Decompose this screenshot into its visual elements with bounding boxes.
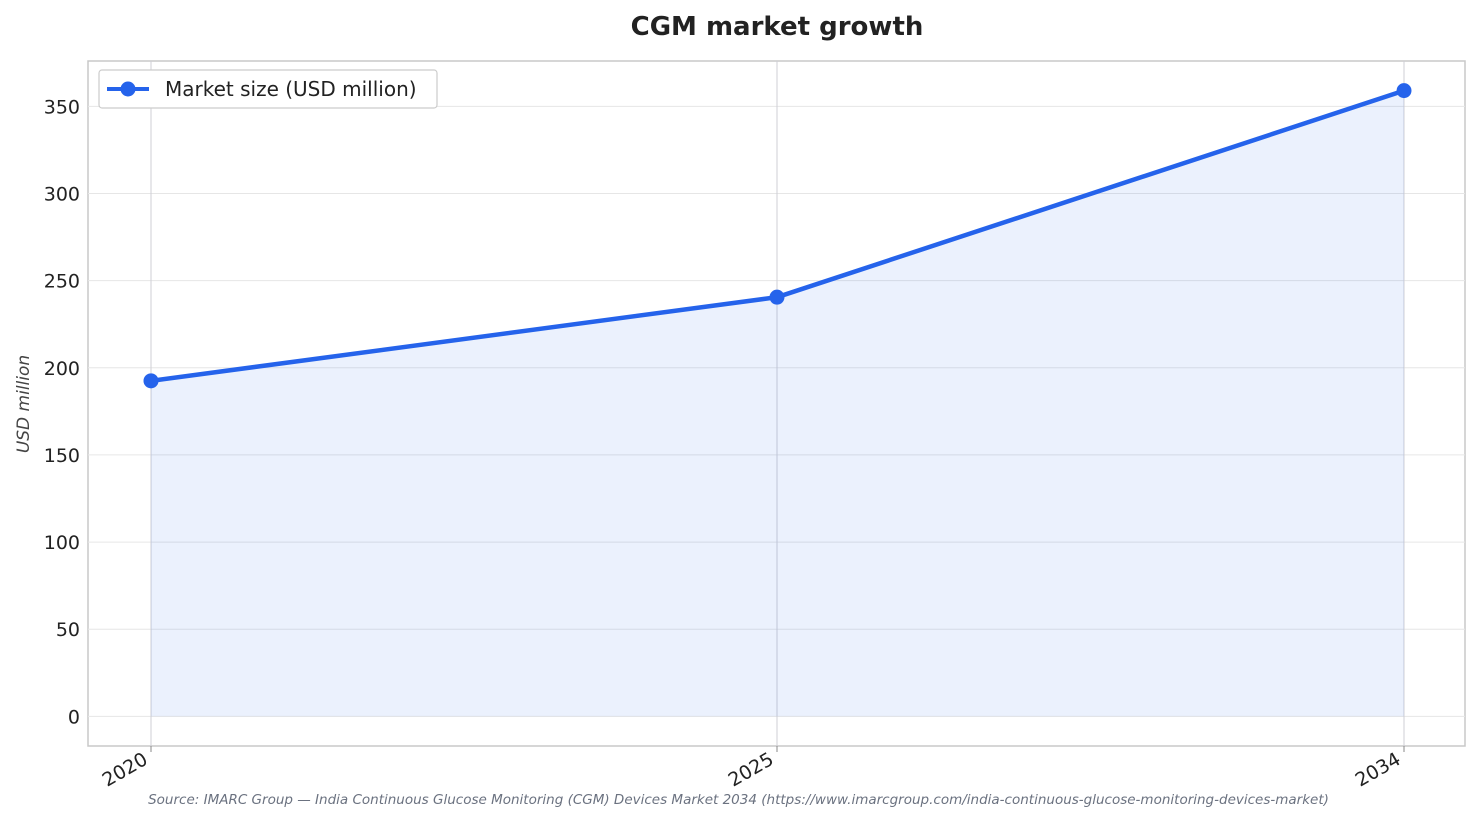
y-axis-ticks: 0 50 100 150 200 250 300 350 — [44, 96, 80, 728]
legend: Market size (USD million) — [98, 69, 438, 109]
grid-lines — [88, 61, 1465, 746]
source-note: Source: IMARC Group — India Continuous G… — [148, 792, 1329, 808]
data-point — [1396, 83, 1412, 99]
y-tick-label: 0 — [68, 706, 80, 728]
y-axis-label: USD million — [14, 355, 34, 453]
data-point — [769, 289, 785, 305]
y-tick-label: 200 — [44, 358, 80, 380]
y-tick-label: 300 — [44, 183, 80, 205]
legend-box — [98, 69, 438, 109]
series-area-fill — [151, 90, 1404, 717]
x-tick-label: 2025 — [725, 748, 778, 791]
series-area — [151, 90, 1404, 717]
y-tick-label: 50 — [56, 619, 80, 641]
y-tick-label: 350 — [44, 96, 80, 118]
x-tick-label: 2034 — [1352, 748, 1405, 791]
legend-swatch-marker — [120, 81, 136, 97]
y-tick-label: 250 — [44, 271, 80, 293]
x-tick-label: 2020 — [99, 748, 152, 791]
y-tick-label: 100 — [44, 532, 80, 554]
legend-label: Market size (USD million) — [165, 77, 417, 101]
x-axis-ticks: 2020 2025 2034 — [99, 746, 1405, 792]
series-points — [143, 83, 1412, 389]
data-point — [143, 373, 159, 389]
chart-title: CGM market growth — [631, 12, 924, 42]
y-tick-label: 150 — [44, 445, 80, 467]
